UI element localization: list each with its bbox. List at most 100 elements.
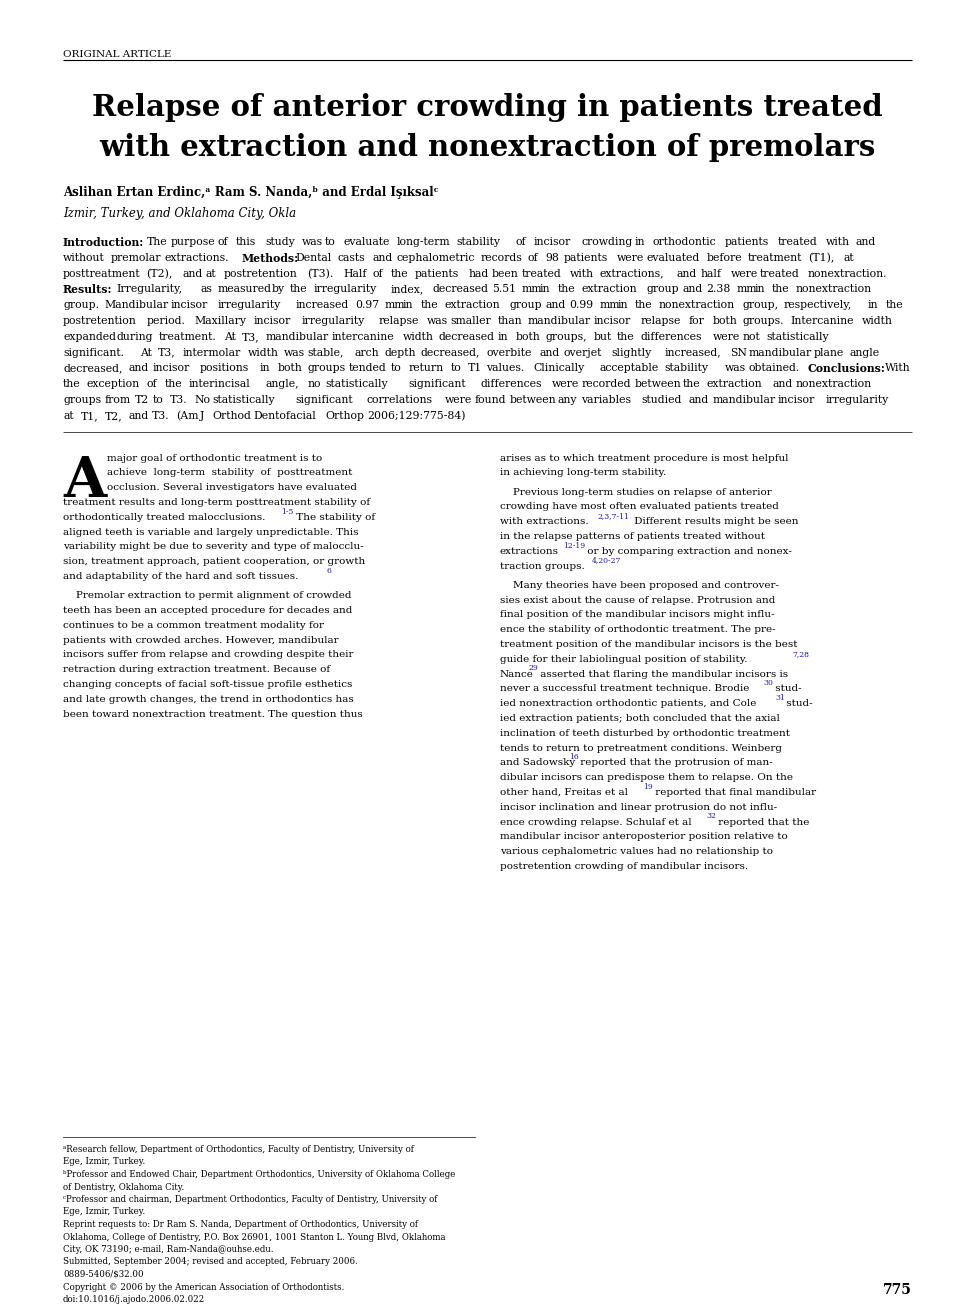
Text: width: width xyxy=(403,331,434,342)
Text: achieve  long-term  stability  of  posttreatment: achieve long-term stability of posttreat… xyxy=(107,468,352,478)
Text: of: of xyxy=(146,380,157,389)
Text: stability: stability xyxy=(665,363,709,373)
Text: treated: treated xyxy=(522,269,562,278)
Text: any: any xyxy=(558,395,577,405)
Text: tends to return to pretreatment conditions. Weinberg: tends to return to pretreatment conditio… xyxy=(500,744,782,753)
Text: patients: patients xyxy=(414,269,459,278)
Text: postretention: postretention xyxy=(63,316,136,326)
Text: asserted that flaring the mandibular incisors is: asserted that flaring the mandibular inc… xyxy=(537,669,788,679)
Text: T3,: T3, xyxy=(158,347,176,358)
Text: nonextraction: nonextraction xyxy=(796,284,872,295)
Text: Copyright © 2006 by the American Association of Orthodontists.: Copyright © 2006 by the American Associa… xyxy=(63,1283,344,1292)
Text: nonextraction.: nonextraction. xyxy=(808,269,887,278)
Text: acceptable: acceptable xyxy=(600,363,658,373)
Text: intercanine: intercanine xyxy=(332,331,394,342)
Text: the: the xyxy=(165,380,182,389)
Text: statistically: statistically xyxy=(766,331,829,342)
Text: plane: plane xyxy=(814,347,844,358)
Text: (Am: (Am xyxy=(176,411,199,422)
Text: casts: casts xyxy=(337,253,365,262)
Text: Relapse of anterior crowding in patients treated: Relapse of anterior crowding in patients… xyxy=(93,93,882,121)
Text: had: had xyxy=(468,269,488,278)
Text: between: between xyxy=(635,380,682,389)
Text: 5.51: 5.51 xyxy=(492,284,516,295)
Text: Oklahoma, College of Dentistry, P.O. Box 26901, 1001 Stanton L. Young Blvd, Okla: Oklahoma, College of Dentistry, P.O. Box… xyxy=(63,1232,446,1241)
Text: Dentofacial: Dentofacial xyxy=(254,411,317,420)
Text: arch: arch xyxy=(355,347,379,358)
Text: exception: exception xyxy=(87,380,140,389)
Text: irregularity: irregularity xyxy=(313,284,376,295)
Text: major goal of orthodontic treatment is to: major goal of orthodontic treatment is t… xyxy=(107,454,322,462)
Text: significant: significant xyxy=(295,395,353,405)
Text: and Sadowsky: and Sadowsky xyxy=(500,758,575,767)
Text: 2.38: 2.38 xyxy=(707,284,731,295)
Text: were: were xyxy=(617,253,644,262)
Text: T1,: T1, xyxy=(81,411,98,420)
Text: 0.99: 0.99 xyxy=(569,300,594,311)
Text: and: and xyxy=(855,238,876,247)
Text: City, OK 73190; e-mail, Ram-Nanda@ouhse.edu.: City, OK 73190; e-mail, Ram-Nanda@ouhse.… xyxy=(63,1245,274,1254)
Text: the: the xyxy=(885,300,903,311)
Text: SN: SN xyxy=(730,347,747,358)
Text: sion, treatment approach, patient cooperation, or growth: sion, treatment approach, patient cooper… xyxy=(63,557,366,566)
Text: statistically: statistically xyxy=(212,395,275,405)
Text: of: of xyxy=(516,238,526,247)
Text: never a successful treatment technique. Brodie: never a successful treatment technique. … xyxy=(500,685,750,693)
Text: and: and xyxy=(772,380,793,389)
Text: final position of the mandibular incisors might influ-: final position of the mandibular incisor… xyxy=(500,611,774,620)
Text: incisor: incisor xyxy=(254,316,291,326)
Text: purpose: purpose xyxy=(171,238,214,247)
Text: mandibular: mandibular xyxy=(713,395,775,405)
Text: was: was xyxy=(284,347,304,358)
Text: incisor: incisor xyxy=(594,316,631,326)
Text: to: to xyxy=(450,363,461,373)
Text: than: than xyxy=(498,316,523,326)
Text: posttreatment: posttreatment xyxy=(63,269,140,278)
Text: significant: significant xyxy=(409,380,466,389)
Text: to: to xyxy=(326,238,336,247)
Text: treated: treated xyxy=(778,238,818,247)
Text: with extractions.: with extractions. xyxy=(500,517,589,526)
Text: cephalometric: cephalometric xyxy=(397,253,475,262)
Text: group: group xyxy=(510,300,542,311)
Text: in: in xyxy=(498,331,508,342)
Text: of: of xyxy=(527,253,538,262)
Text: increased: increased xyxy=(295,300,349,311)
Text: and: and xyxy=(682,284,703,295)
Text: the: the xyxy=(682,380,700,389)
Text: sies exist about the cause of relapse. Protrusion and: sies exist about the cause of relapse. P… xyxy=(500,595,775,604)
Text: in: in xyxy=(403,300,413,311)
Text: Submitted, September 2004; revised and accepted, February 2006.: Submitted, September 2004; revised and a… xyxy=(63,1258,358,1266)
Text: treatment results and long-term posttreatment stability of: treatment results and long-term posttrea… xyxy=(63,499,370,508)
Text: and: and xyxy=(688,395,709,405)
Text: irregularity: irregularity xyxy=(218,300,281,311)
Text: half: half xyxy=(701,269,722,278)
Text: groups,: groups, xyxy=(546,331,587,342)
Text: increased,: increased, xyxy=(665,347,722,358)
Text: incisor: incisor xyxy=(152,363,189,373)
Text: variables: variables xyxy=(581,395,632,405)
Text: mm: mm xyxy=(736,284,757,295)
Text: depth: depth xyxy=(385,347,416,358)
Text: With: With xyxy=(885,363,911,373)
Text: postretention: postretention xyxy=(224,269,297,278)
Text: interincisal: interincisal xyxy=(188,380,250,389)
Text: Methods:: Methods: xyxy=(242,253,299,264)
Text: significant.: significant. xyxy=(63,347,124,358)
Text: reported that final mandibular: reported that final mandibular xyxy=(651,788,816,797)
Text: study: study xyxy=(265,238,295,247)
Text: 30: 30 xyxy=(763,680,773,688)
Text: at: at xyxy=(843,253,854,262)
Text: orthodontic: orthodontic xyxy=(653,238,717,247)
Text: 2006;129:775-84): 2006;129:775-84) xyxy=(367,411,465,422)
Text: T1: T1 xyxy=(468,363,483,373)
Text: T2: T2 xyxy=(135,395,149,405)
Text: reported that the: reported that the xyxy=(715,818,809,826)
Text: evaluated: evaluated xyxy=(647,253,700,262)
Text: decreased,: decreased, xyxy=(63,363,123,373)
Text: crowding have most often evaluated patients treated: crowding have most often evaluated patie… xyxy=(500,502,779,512)
Text: differences: differences xyxy=(641,331,702,342)
Text: the: the xyxy=(617,331,635,342)
Text: expanded: expanded xyxy=(63,331,116,342)
Text: Mandibular: Mandibular xyxy=(104,300,169,311)
